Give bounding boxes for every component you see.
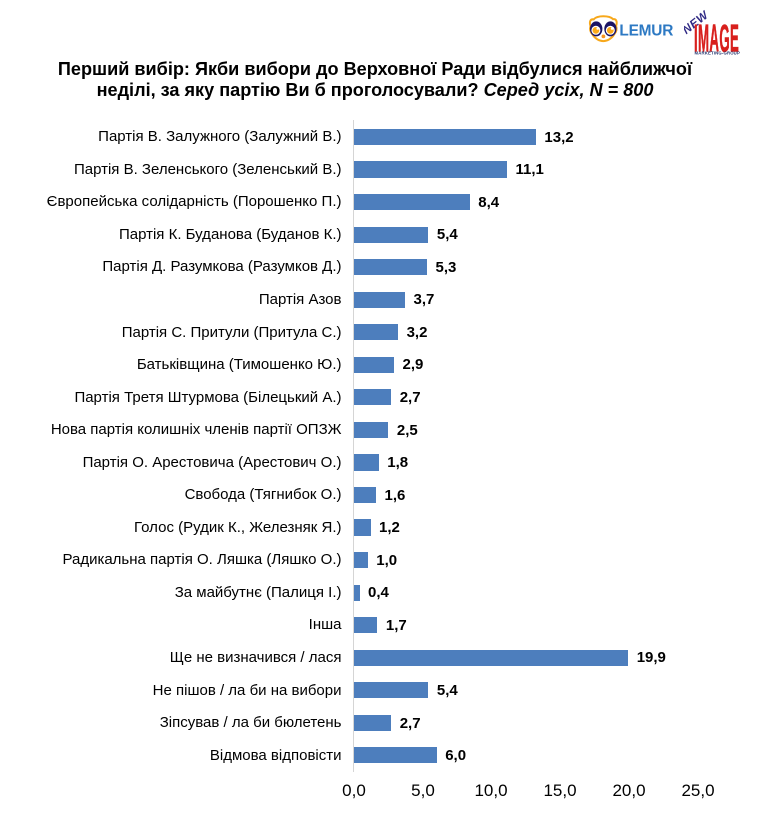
svg-text:MARKETING-GROUP: MARKETING-GROUP bbox=[695, 51, 740, 56]
svg-text:IMAGE: IMAGE bbox=[694, 18, 739, 58]
svg-text:LEMUR: LEMUR bbox=[619, 22, 673, 39]
